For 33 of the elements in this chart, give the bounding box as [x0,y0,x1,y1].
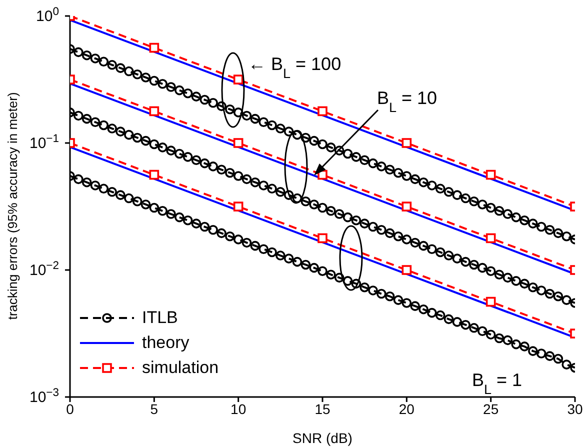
point [318,233,328,244]
y-tick-label: 10$^{0}$ [36,6,59,25]
x-tick-label: 20 [398,400,415,417]
x-tick-label: 5 [150,400,158,417]
annotation: B$_{L}$ = 1 [472,370,522,396]
point [486,170,496,180]
y-tick-label: 10$^{−1}$ [29,133,59,152]
point [233,138,244,148]
y-tick-label: 10$^{−3}$ [29,387,59,406]
legend-label: ITLB [142,307,178,329]
x-tick-label: 25 [483,400,499,417]
x-axis-title: SNR (dB) [292,430,352,446]
legend-label: simulation [142,357,219,379]
point [149,106,160,116]
x-tick-label: 0 [66,400,74,417]
point [318,106,328,116]
point [149,42,160,53]
point [402,202,412,212]
x-tick-label: 15 [314,400,330,417]
point [233,202,244,212]
x-tick-label: 10 [230,400,246,417]
y-axis-title: tracking errors (95% accuracy in meter) [5,92,20,320]
annotation: ← B$_{L}$ = 100 [248,54,342,80]
point [402,138,412,148]
x-tick-label: 30 [567,400,583,417]
legend-label: theory [142,332,190,354]
point [233,74,244,84]
point [402,265,412,275]
y-tick-label: 10$^{−2}$ [29,260,59,279]
annotation: B$_{L}$ = 10 [377,88,438,114]
point [486,233,496,244]
point [486,296,496,307]
point [149,170,160,180]
